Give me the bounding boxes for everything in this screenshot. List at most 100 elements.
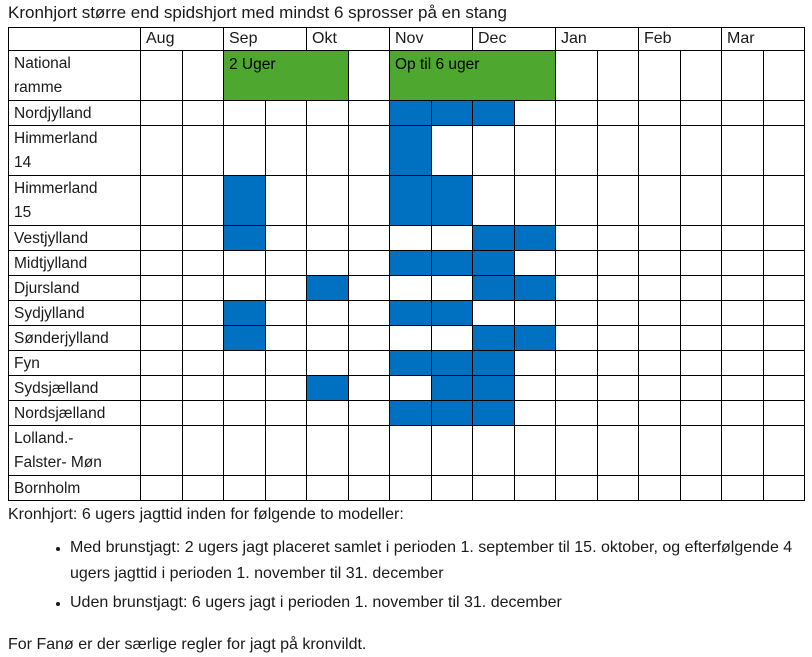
table-row-midtjylland: Midtjylland: [9, 251, 805, 276]
season-cell: [431, 326, 473, 351]
season-cell: [348, 326, 390, 351]
season-cell: [514, 176, 556, 226]
season-cell: [722, 126, 764, 176]
season-cell: [722, 176, 764, 226]
season-cell: [182, 101, 224, 126]
month-header-jan: Jan: [556, 28, 639, 51]
season-cell: [556, 251, 598, 276]
season-cell: [431, 226, 473, 251]
table-header-row: Aug Sep Okt Nov Dec Jan Feb Mar: [9, 28, 805, 51]
season-cell: [348, 176, 390, 226]
season-cell: [639, 251, 681, 276]
season-cell: [307, 251, 349, 276]
season-cell: [597, 476, 639, 501]
row-label-line: Vestjylland: [14, 230, 89, 247]
season-cell: [307, 351, 349, 376]
row-label-line: Sydjylland: [14, 305, 85, 322]
season-cell: [722, 101, 764, 126]
season-cell: [473, 126, 515, 176]
season-cell: [763, 176, 805, 226]
season-cell: [639, 126, 681, 176]
season-cell: [514, 351, 556, 376]
notes-bullet-list: Med brunstjagt: 2 ugers jagt placeret sa…: [8, 535, 800, 616]
season-cell: [722, 301, 764, 326]
season-cell: [597, 426, 639, 476]
season-cell: [224, 376, 266, 401]
season-cell: [763, 401, 805, 426]
season-cell-active: [431, 401, 473, 426]
season-cell: [307, 401, 349, 426]
season-cell: [348, 376, 390, 401]
season-cell-active: [224, 301, 266, 326]
season-cell: [680, 476, 722, 501]
table-row-lolland-falster-mon: Lolland.- Falster- Møn: [9, 426, 805, 476]
season-cell: [597, 301, 639, 326]
season-cell: [514, 301, 556, 326]
season-cell: [265, 101, 307, 126]
season-cell: [224, 401, 266, 426]
season-cell: [265, 476, 307, 501]
season-cell: [639, 101, 681, 126]
season-cell: [141, 276, 183, 301]
row-label-national-ramme: National ramme: [9, 51, 141, 101]
season-cell: [265, 126, 307, 176]
season-cell: [141, 251, 183, 276]
season-cell: [514, 426, 556, 476]
season-cell-active: [473, 326, 515, 351]
row-label-midtjylland: Midtjylland: [9, 251, 141, 276]
season-cell-active: [473, 226, 515, 251]
season-cell: [307, 226, 349, 251]
season-cell: [141, 101, 183, 126]
season-cell: [141, 51, 183, 101]
table-row-nordsjaelland: Nordsjælland: [9, 401, 805, 426]
season-cell: [556, 326, 598, 351]
season-cell-active: [224, 176, 266, 226]
season-cell: [224, 426, 266, 476]
season-cell: [224, 251, 266, 276]
season-cell: [307, 176, 349, 226]
season-cell: [763, 301, 805, 326]
season-cell: [514, 101, 556, 126]
season-cell: [348, 476, 390, 501]
row-label-line: Nordjylland: [14, 105, 92, 122]
season-cell: [390, 376, 432, 401]
season-cell: [224, 351, 266, 376]
table-row-himmerland-14: Himmerland 14: [9, 126, 805, 176]
row-label-line: Himmerland: [14, 180, 98, 197]
row-label-line: Bornholm: [14, 480, 81, 497]
season-cell: [763, 126, 805, 176]
season-cell-active: [431, 376, 473, 401]
table-row-sydjylland: Sydjylland: [9, 301, 805, 326]
season-cell-active: [473, 276, 515, 301]
season-cell-active: [514, 276, 556, 301]
season-cell-active: [431, 251, 473, 276]
season-cell: [348, 401, 390, 426]
bullet-item: Med brunstjagt: 2 ugers jagt placeret sa…: [70, 535, 800, 587]
season-cell: [722, 376, 764, 401]
season-cell: [348, 51, 390, 101]
season-cell: [763, 376, 805, 401]
season-cell: [265, 176, 307, 226]
table-row-national-ramme: National ramme 2 Uger Op til 6 uger: [9, 51, 805, 101]
season-cell: [680, 51, 722, 101]
season-cell: [639, 351, 681, 376]
row-label-line: Fyn: [14, 355, 40, 372]
table-row-fyn: Fyn: [9, 351, 805, 376]
season-cell-active: [514, 226, 556, 251]
season-cell: [141, 426, 183, 476]
season-cell: [182, 226, 224, 251]
season-cell: [348, 426, 390, 476]
season-cell: [680, 276, 722, 301]
season-cell: [722, 426, 764, 476]
season-cell-active: [224, 326, 266, 351]
row-label-himmerland-14: Himmerland 14: [9, 126, 141, 176]
season-cell: [680, 326, 722, 351]
season-cell: [763, 251, 805, 276]
season-cell: [307, 101, 349, 126]
season-cell: [556, 226, 598, 251]
season-cell: [680, 426, 722, 476]
season-cell: [639, 426, 681, 476]
table-row-nordjylland: Nordjylland: [9, 101, 805, 126]
season-cell: [597, 276, 639, 301]
season-cell: [182, 276, 224, 301]
